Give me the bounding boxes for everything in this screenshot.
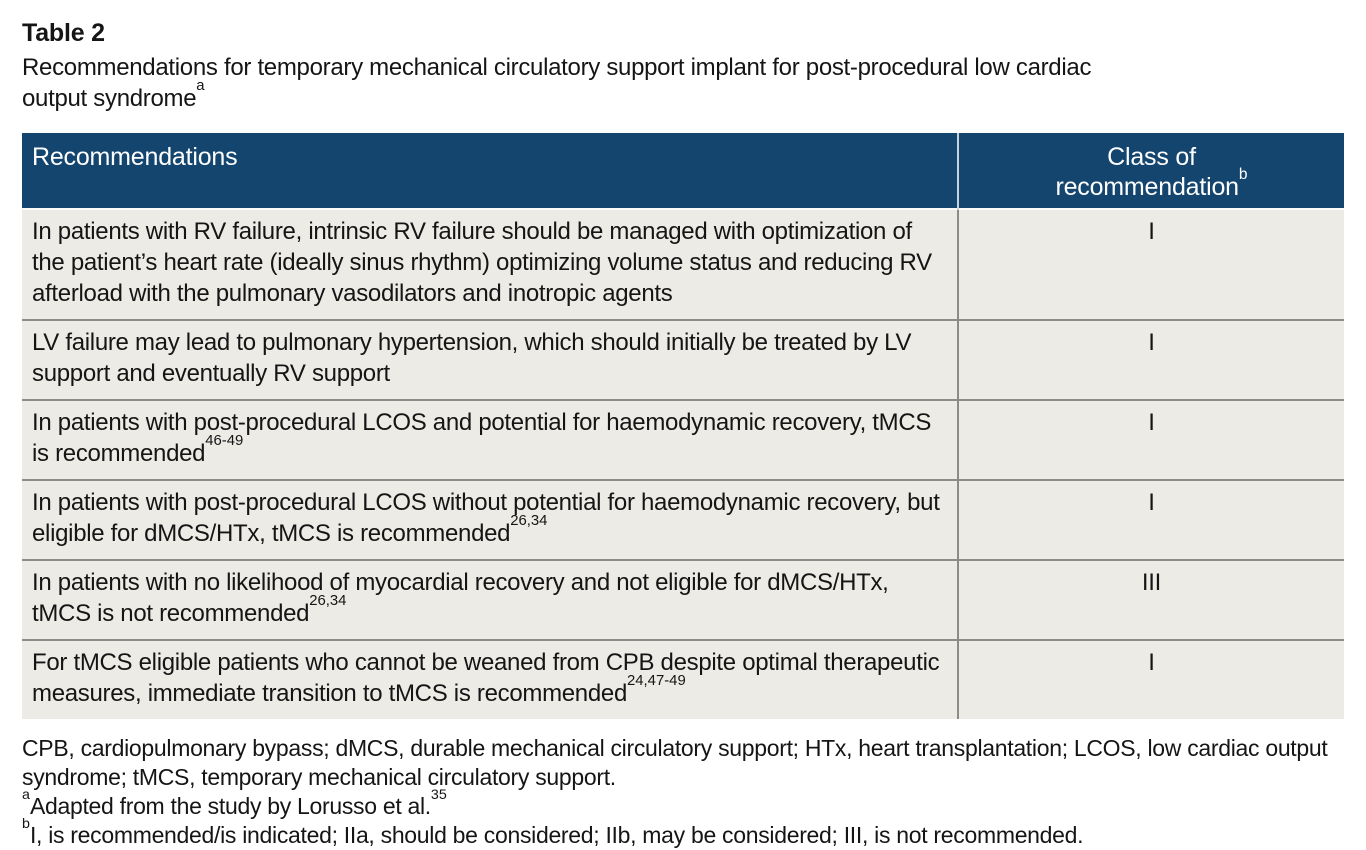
header-recommendations: Recommendations (22, 133, 959, 209)
footnote-a: aAdapted from the study by Lorusso et al… (22, 786, 447, 819)
header-class-line1: Class of (1107, 143, 1196, 171)
recommendation-text: For tMCS eligible patients who cannot be… (32, 649, 940, 707)
caption-footnote-marker: a (196, 78, 205, 95)
recommendation-cell: In patients with post-procedural LCOS an… (22, 399, 959, 480)
footnotes: CPB, cardiopulmonary bypass; dMCS, durab… (22, 734, 1344, 850)
table-row: In patients with post-procedural LCOS wi… (22, 479, 1344, 560)
recommendation-cell: In patients with no likelihood of myocar… (22, 559, 959, 640)
recommendation-text: LV failure may lead to pulmonary hyperte… (32, 329, 912, 387)
class-cell: III (957, 559, 1344, 640)
recommendation-cell: LV failure may lead to pulmonary hyperte… (22, 319, 959, 400)
class-cell: I (957, 479, 1344, 560)
recommendation-cell: In patients with post-procedural LCOS wi… (22, 479, 959, 560)
table-label: Table 2 (22, 19, 105, 47)
footnote-b: bI, is recommended/is indicated; IIa, sh… (22, 815, 1084, 848)
header-row: Recommendations Class of recommendationb (22, 133, 1344, 209)
footnote-b-marker: b (22, 815, 30, 832)
table-row: LV failure may lead to pulmonary hyperte… (22, 319, 1344, 400)
header-class-line2: recommendationb (1055, 165, 1248, 201)
reference-superscript: 26,34 (309, 593, 347, 610)
table-caption-text: Recommendations for temporary mechanical… (22, 54, 1092, 112)
table-row: For tMCS eligible patients who cannot be… (22, 639, 1344, 719)
footnote-a-reference: 35 (430, 786, 447, 803)
header-class-of-recommendation: Class of recommendationb (957, 133, 1344, 209)
recommendation-cell: In patients with RV failure, intrinsic R… (22, 208, 959, 320)
class-cell: I (957, 399, 1344, 480)
footnote-a-marker: a (22, 786, 30, 803)
table-row: In patients with no likelihood of myocar… (22, 559, 1344, 640)
abbreviations-footnote: CPB, cardiopulmonary bypass; dMCS, durab… (22, 735, 1328, 790)
table-row: In patients with post-procedural LCOS an… (22, 399, 1344, 480)
class-cell: I (957, 319, 1344, 400)
table-caption: Recommendations for temporary mechanical… (22, 52, 1162, 114)
recommendation-text: In patients with post-procedural LCOS an… (32, 409, 932, 467)
recommendation-cell: For tMCS eligible patients who cannot be… (22, 639, 959, 719)
table-header: Recommendations Class of recommendationb (22, 133, 1344, 209)
reference-superscript: 24,47-49 (627, 673, 686, 690)
table-body: In patients with RV failure, intrinsic R… (22, 208, 1344, 719)
reference-superscript: 46-49 (205, 433, 244, 450)
class-cell: I (957, 639, 1344, 719)
header-footnote-marker: b (1238, 165, 1248, 183)
class-cell: I (957, 208, 1344, 320)
caption-block: Table 2 Recommendations for temporary me… (22, 18, 1344, 114)
recommendations-table: Recommendations Class of recommendationb… (22, 133, 1344, 719)
recommendation-text: In patients with post-procedural LCOS wi… (32, 489, 940, 547)
recommendation-text: In patients with RV failure, intrinsic R… (32, 218, 932, 307)
reference-superscript: 26,34 (510, 513, 548, 530)
recommendation-text: In patients with no likelihood of myocar… (32, 569, 889, 627)
table-row: In patients with RV failure, intrinsic R… (22, 208, 1344, 320)
